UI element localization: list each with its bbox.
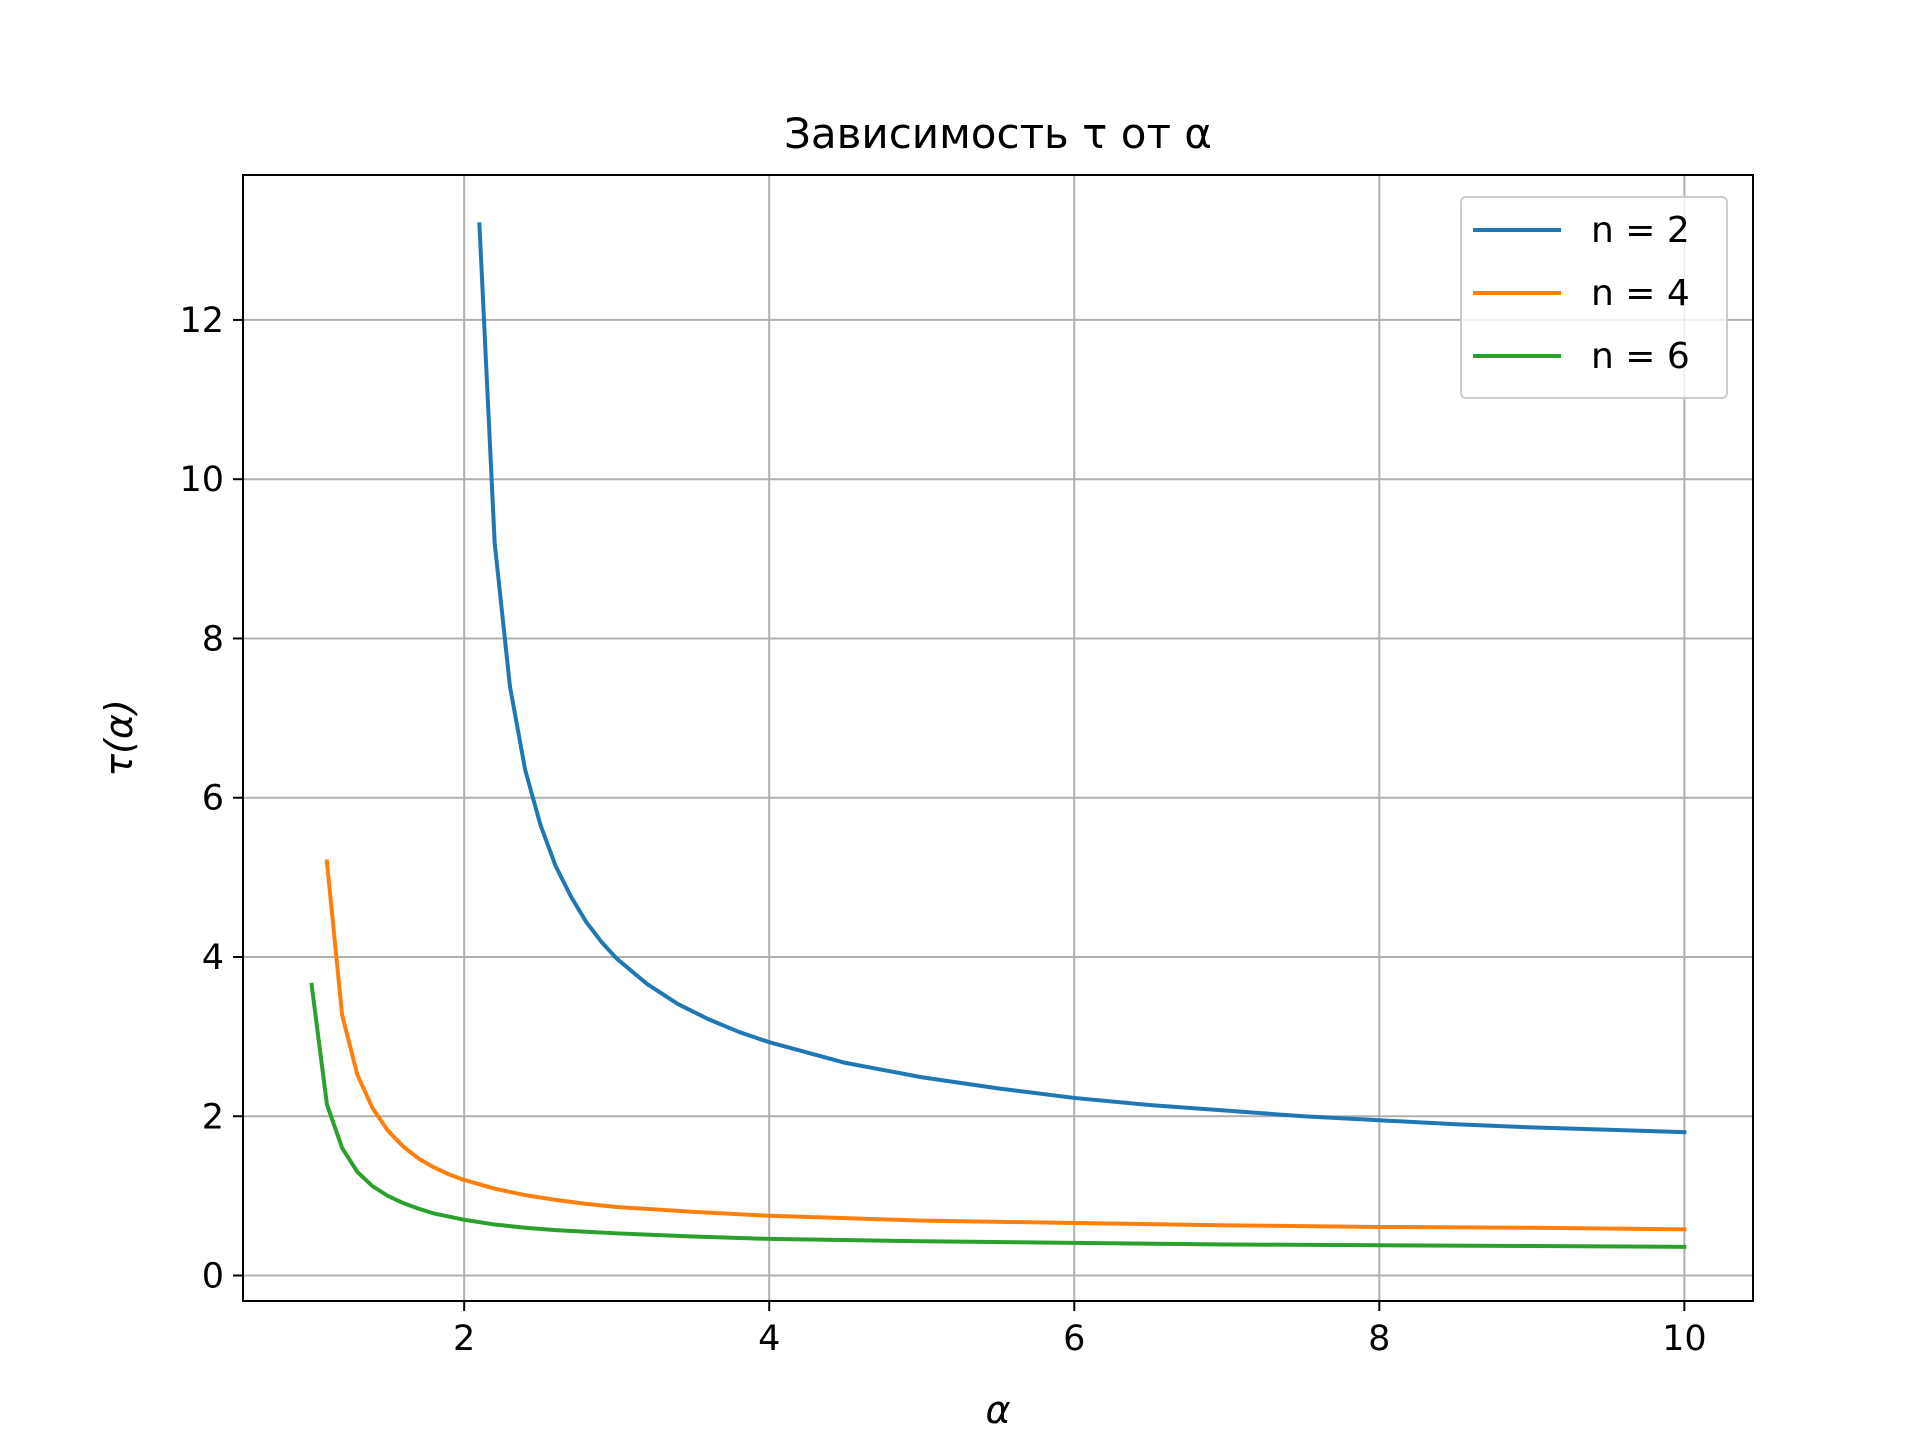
series-layer (309, 222, 1687, 1249)
legend-label: n = 2 (1591, 210, 1690, 251)
y-tick-label: 8 (202, 619, 224, 659)
legend-box (1460, 196, 1728, 399)
y-tick-label: 12 (179, 301, 224, 341)
plot-frame (242, 174, 1754, 1302)
y-axis-label: τ(α) (97, 699, 141, 777)
y-tick-label: 6 (202, 779, 224, 819)
series-line-3 (309, 982, 1687, 1249)
y-tick-label: 4 (202, 938, 224, 978)
x-tick-label: 2 (453, 1319, 475, 1359)
x-tick-label: 10 (1662, 1319, 1707, 1359)
grid (243, 175, 1753, 1301)
y-tick-label: 0 (202, 1257, 224, 1297)
ticks: 2 4 6 8 10 0 2 4 6 8 10 12 (179, 301, 1706, 1359)
chart-title: Зависимость τ от α (784, 109, 1212, 158)
legend-label: n = 6 (1591, 336, 1690, 377)
series-line-2 (324, 859, 1687, 1232)
series-line-1 (477, 222, 1687, 1135)
y-tick-label: 2 (202, 1097, 224, 1137)
legend: n = 2 n = 4 n = 6 (1460, 196, 1728, 399)
x-tick-label: 6 (1063, 1319, 1085, 1359)
y-tick-label: 10 (179, 460, 224, 500)
x-axis-label: α (985, 1388, 1010, 1432)
x-tick-label: 4 (758, 1319, 780, 1359)
x-tick-label: 8 (1368, 1319, 1390, 1359)
legend-label: n = 4 (1591, 273, 1690, 314)
